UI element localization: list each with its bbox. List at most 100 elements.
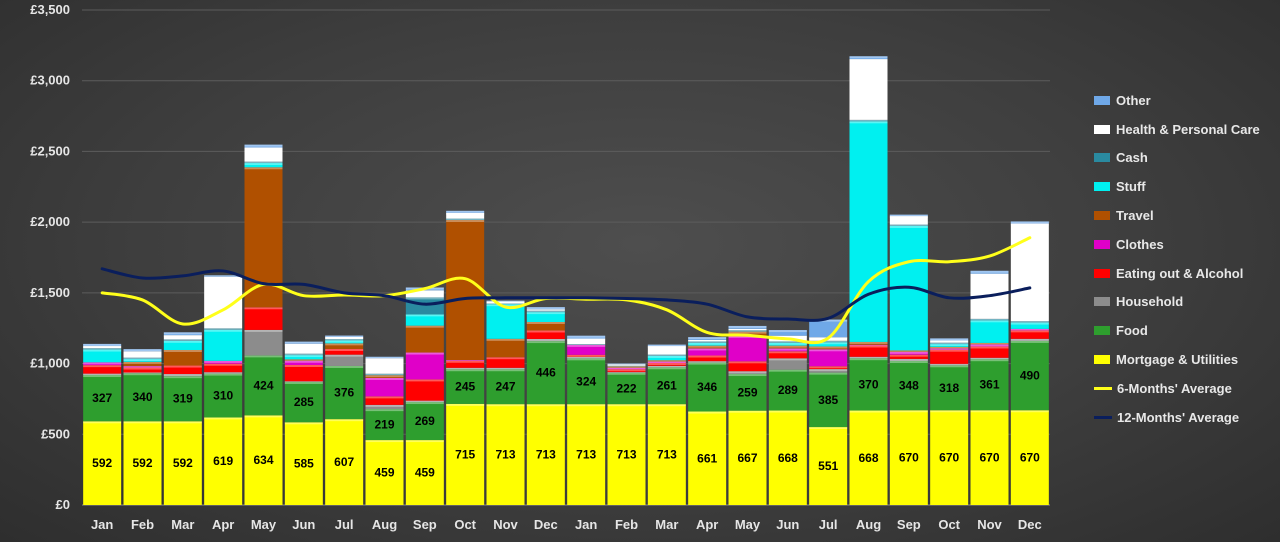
bar-segment-highlight xyxy=(163,349,202,352)
bar-segment-highlight xyxy=(526,312,565,315)
data-label: 713 xyxy=(495,448,515,462)
bar-segment-highlight xyxy=(607,367,646,370)
bar-segment xyxy=(889,358,928,362)
y-tick-label: £1,000 xyxy=(30,356,70,371)
x-tick-label: Oct xyxy=(454,517,476,532)
data-label: 259 xyxy=(737,385,757,399)
bar-segment xyxy=(83,375,122,422)
bar-segment-highlight xyxy=(809,372,848,375)
bar-segment xyxy=(688,345,727,349)
data-label: 446 xyxy=(536,366,556,380)
bar-segment-highlight xyxy=(123,359,162,362)
bar-segment xyxy=(405,314,444,326)
x-tick-label: Feb xyxy=(131,517,154,532)
bar-segment xyxy=(849,59,888,120)
bar-segment xyxy=(405,440,444,505)
bar-segment-highlight xyxy=(365,358,404,361)
bar-segment xyxy=(930,349,969,364)
bar-segment-highlight xyxy=(849,56,888,59)
bar-segment xyxy=(163,376,202,422)
legend-label: Other xyxy=(1116,92,1151,108)
bar-segment-highlight xyxy=(1010,330,1049,333)
legend-item: Food xyxy=(1094,316,1274,345)
bar-segment xyxy=(647,344,686,347)
bar-segment-highlight xyxy=(647,355,686,358)
data-label: 324 xyxy=(576,374,596,388)
bar-segment xyxy=(244,144,283,148)
bar-segment-highlight xyxy=(688,345,727,348)
bar-segment-highlight xyxy=(728,330,767,332)
bar-segment xyxy=(930,340,969,343)
bar-segment xyxy=(486,369,525,405)
bar-segment-highlight xyxy=(567,356,606,359)
bar-segment-highlight xyxy=(688,411,727,414)
bar-segment xyxy=(204,328,243,330)
y-tick-label: £0 xyxy=(56,497,70,512)
bar-segment-highlight xyxy=(849,358,888,361)
bar-segment xyxy=(768,341,807,343)
bar-segment xyxy=(405,379,444,401)
data-label: 370 xyxy=(858,377,878,391)
data-label: 713 xyxy=(657,448,677,462)
bar-segment-highlight xyxy=(607,372,646,375)
bar-segment xyxy=(123,361,162,367)
bar-segment xyxy=(486,304,525,339)
bar-segment xyxy=(849,358,888,411)
bar-segment xyxy=(607,372,646,405)
bar-segment xyxy=(849,344,888,346)
bar-segment-highlight xyxy=(567,335,606,338)
bar-segment-highlight xyxy=(1010,340,1049,343)
legend-item: 6-Months' Average xyxy=(1094,374,1274,403)
data-label: 247 xyxy=(495,380,515,394)
data-label: 285 xyxy=(294,395,314,409)
bar-segment xyxy=(163,339,202,341)
bar-segment-highlight xyxy=(163,374,202,377)
bar-segment-highlight xyxy=(83,349,122,352)
bar-segment-highlight xyxy=(567,358,606,361)
bar-segment-highlight xyxy=(768,330,807,333)
data-label: 459 xyxy=(374,466,394,480)
bar-segment xyxy=(163,374,202,377)
bar-segment xyxy=(204,275,243,277)
legend-item: Eating out & Alcohol xyxy=(1094,259,1274,288)
bar-segment xyxy=(446,360,485,368)
data-label: 670 xyxy=(899,451,919,465)
bar-segment xyxy=(688,341,727,343)
bar-segment xyxy=(244,415,283,505)
bar-segment-highlight xyxy=(849,344,888,346)
bar-segment-highlight xyxy=(889,410,928,413)
bar-segment xyxy=(809,366,848,370)
bar-segment-highlight xyxy=(325,340,364,343)
bar-segment xyxy=(809,369,848,373)
bar-segment xyxy=(849,56,888,60)
x-tick-label: Oct xyxy=(938,517,960,532)
data-label: 261 xyxy=(657,379,677,393)
bar-segment xyxy=(1010,330,1049,339)
y-tick-label: £2,000 xyxy=(30,214,70,229)
bar-segment-highlight xyxy=(607,366,646,368)
bar-segment-highlight xyxy=(647,367,686,370)
bar-segment-highlight xyxy=(849,341,888,344)
bar-segment-highlight xyxy=(486,300,525,302)
bar-segment xyxy=(647,363,686,366)
bar-segment-highlight xyxy=(930,363,969,366)
bar-segment xyxy=(446,403,485,505)
bar-segment-highlight xyxy=(768,341,807,343)
bar-segment xyxy=(889,361,928,411)
bar-segment xyxy=(688,411,727,505)
x-tick-label: Sep xyxy=(897,517,921,532)
bar-segment xyxy=(889,410,928,505)
legend-swatch xyxy=(1094,153,1110,163)
line-12-months-average xyxy=(100,267,1032,322)
x-tick-label: Jun xyxy=(776,517,799,532)
data-label: 346 xyxy=(697,380,717,394)
bar-segment-highlight xyxy=(607,365,646,367)
bar-segment xyxy=(325,343,364,350)
x-tick-label: Jan xyxy=(575,517,597,532)
series-cash xyxy=(83,119,1049,376)
bar-segment xyxy=(567,338,606,345)
bar-segment-highlight xyxy=(930,340,969,343)
bar-segment xyxy=(365,358,404,374)
bar-segment xyxy=(446,220,485,361)
